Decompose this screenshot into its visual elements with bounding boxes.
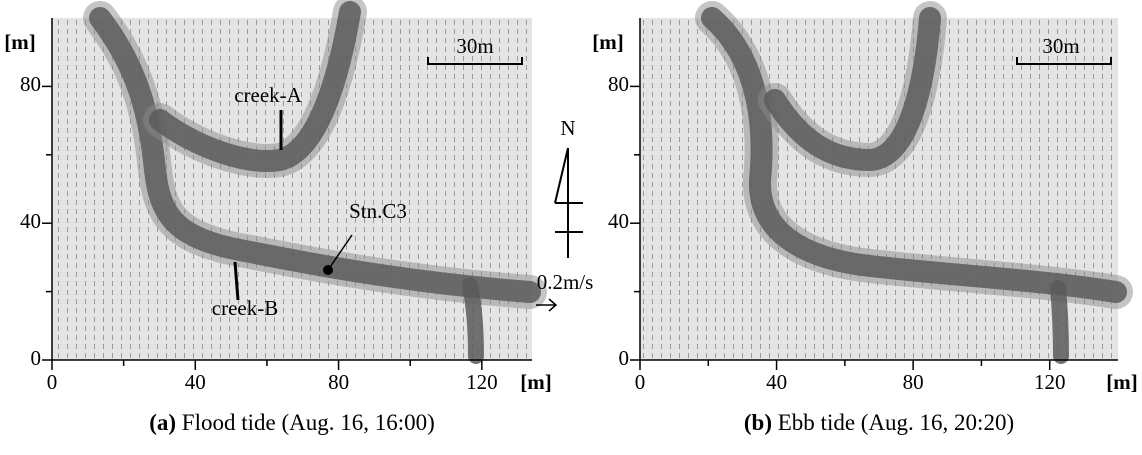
annotation: creek-A	[234, 83, 302, 107]
vector-scale-label: 0.2m/s	[537, 270, 594, 294]
y-tick-label: 80	[608, 72, 629, 96]
y-tick-label: 40	[608, 209, 629, 233]
y-tick-label: 80	[20, 72, 41, 96]
caption: (b) Ebb tide (Aug. 16, 20:20)	[744, 410, 1014, 435]
caption-text: Ebb tide (Aug. 16, 20:20)	[778, 410, 1014, 435]
x-tick-label: 120	[466, 370, 498, 394]
y-tick-label: 0	[31, 346, 42, 370]
caption-label: (b)	[744, 410, 772, 435]
caption-text: Flood tide (Aug. 16, 16:00)	[182, 410, 435, 435]
y-axis-label: [m]	[592, 30, 623, 54]
panel-b-field	[640, 1, 1133, 364]
x-tick-label: 120	[1034, 370, 1066, 394]
x-tick-label: 40	[185, 370, 206, 394]
x-tick-label: 80	[903, 370, 924, 394]
x-axis-label: [m]	[520, 370, 551, 394]
caption: (a) Flood tide (Aug. 16, 16:00)	[149, 410, 435, 435]
caption-label: (a)	[149, 410, 176, 435]
north-label: N	[560, 116, 575, 140]
annotation: Stn.C3	[349, 199, 407, 223]
x-tick-label: 0	[47, 370, 58, 394]
panel-a-field	[52, 0, 547, 364]
x-tick-label: 0	[635, 370, 646, 394]
x-axis-label: [m]	[1106, 370, 1137, 394]
x-tick-label: 40	[766, 370, 787, 394]
scale-bar-label: 30m	[456, 34, 493, 58]
y-axis-label: [m]	[4, 30, 35, 54]
y-tick-label: 0	[619, 346, 630, 370]
scale-bar-label: 30m	[1042, 34, 1079, 58]
y-tick-label: 40	[20, 209, 41, 233]
annotation: creek-B	[212, 296, 278, 320]
x-tick-label: 80	[328, 370, 349, 394]
